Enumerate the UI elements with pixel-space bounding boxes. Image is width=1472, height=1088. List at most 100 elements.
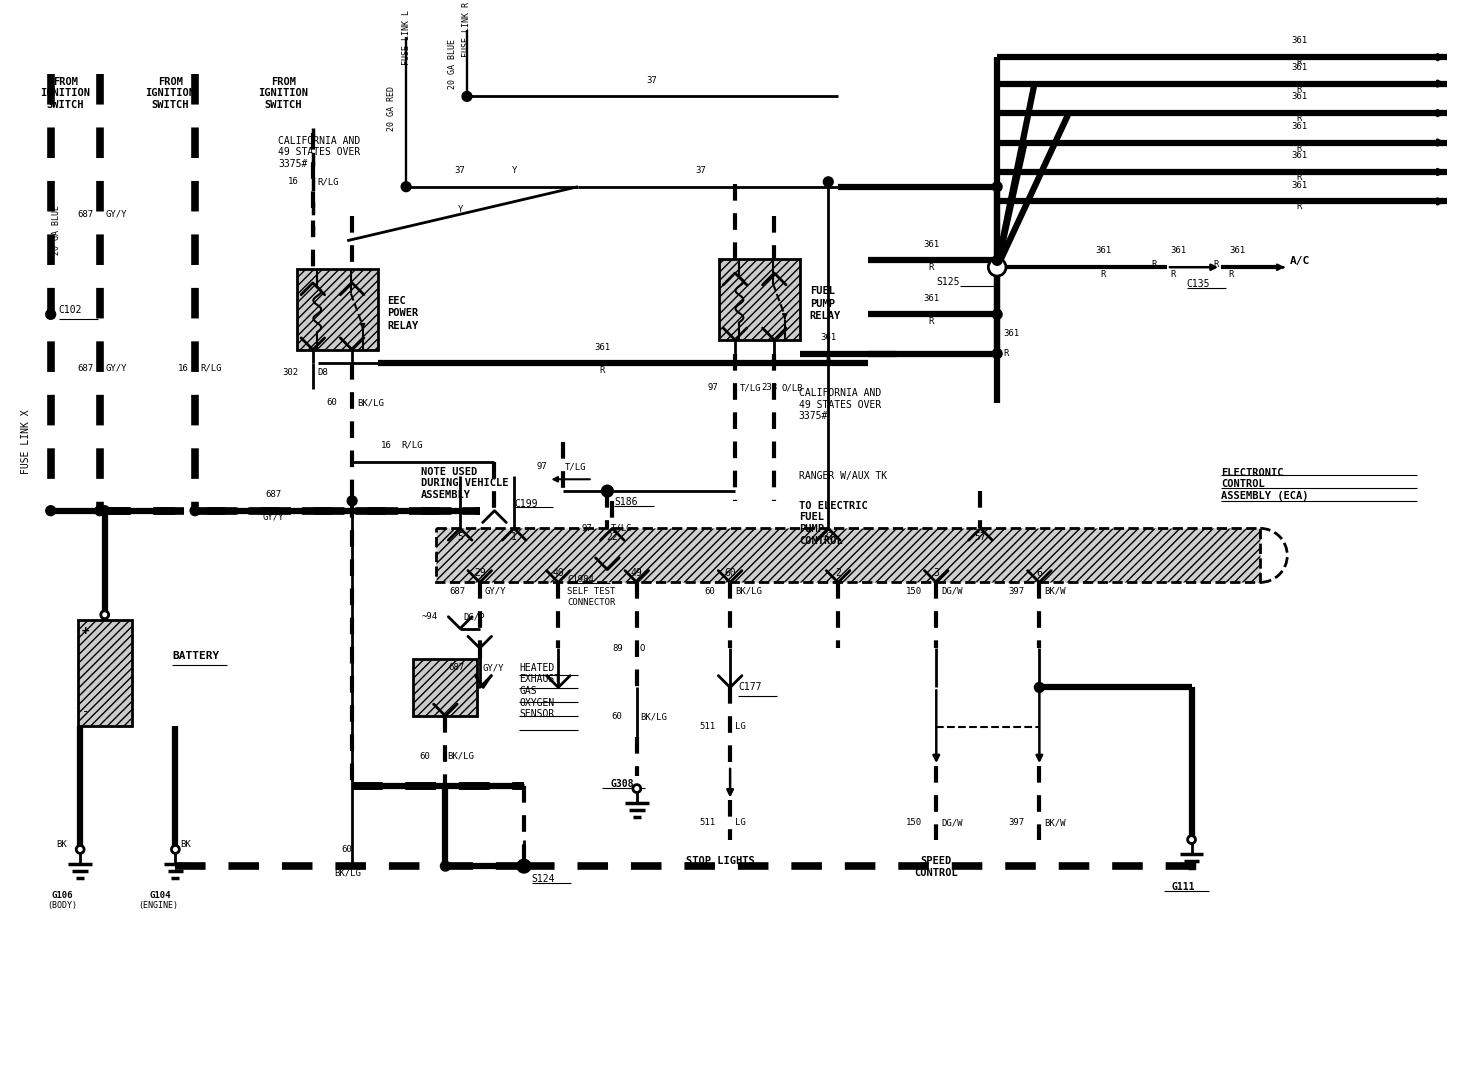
Text: 361: 361 [1291,36,1307,46]
Text: 361: 361 [1170,247,1186,256]
Circle shape [992,348,1002,359]
Text: ~94: ~94 [421,613,437,621]
Text: 361: 361 [1291,122,1307,131]
Text: G308: G308 [611,779,634,789]
Text: FUSE LINK R: FUSE LINK R [462,2,471,57]
Circle shape [602,485,614,497]
Text: 5: 5 [458,532,464,542]
Text: 60: 60 [724,568,736,579]
Text: R: R [929,318,935,326]
Text: EEC: EEC [387,296,406,306]
Text: 511: 511 [699,722,715,731]
Text: 238: 238 [761,383,777,393]
Text: 6: 6 [1036,568,1042,579]
Text: C177: C177 [737,682,761,692]
Text: R: R [929,263,935,272]
Text: GY/Y: GY/Y [483,664,505,672]
Text: 361: 361 [595,343,611,351]
Text: LG: LG [735,818,746,827]
Text: C135: C135 [1186,279,1210,289]
Text: R: R [1151,260,1157,269]
Text: NOTE USED
DURING VEHICLE
ASSEMBLY: NOTE USED DURING VEHICLE ASSEMBLY [421,467,508,499]
Text: S125: S125 [936,277,960,287]
Text: RELAY: RELAY [387,321,418,331]
Text: R: R [1297,202,1303,211]
Bar [78,620,131,726]
Bar [414,659,477,716]
Text: G111: G111 [1172,881,1195,892]
Text: LG: LG [735,722,746,731]
Text: G104: G104 [150,891,171,900]
Text: 49: 49 [631,568,643,579]
Text: 29: 29 [474,568,486,579]
Text: POWER: POWER [387,309,418,319]
Text: RELAY: RELAY [810,311,841,321]
Text: T/LG: T/LG [565,462,587,471]
Text: 687: 687 [78,210,94,219]
Text: 361: 361 [820,333,836,342]
Circle shape [602,486,612,496]
Text: -: - [81,705,90,718]
Text: PUMP: PUMP [810,298,835,309]
Circle shape [46,309,56,319]
Text: 60: 60 [327,398,337,407]
Circle shape [402,182,411,191]
Circle shape [100,506,109,516]
Text: 89: 89 [612,644,623,653]
Text: S124: S124 [531,874,555,883]
Circle shape [988,258,1005,276]
Text: FROM
IGNITION
SWITCH: FROM IGNITION SWITCH [40,77,90,110]
Text: 22: 22 [606,532,618,542]
Text: A/C: A/C [1289,257,1310,267]
Circle shape [1035,682,1044,692]
Text: 361: 361 [923,239,939,248]
Text: 16: 16 [381,441,392,449]
Text: 361: 361 [923,294,939,302]
Text: C1984: C1984 [567,574,595,583]
Text: BK/LG: BK/LG [358,398,384,407]
Text: 150: 150 [905,586,921,596]
Text: (BODY): (BODY) [47,902,78,911]
Text: R: R [1229,270,1234,280]
Text: R/LG: R/LG [318,177,339,186]
Text: GY/Y: GY/Y [106,363,127,373]
Text: C102: C102 [59,306,82,316]
Text: STOP LIGHTS: STOP LIGHTS [686,856,755,866]
Bar [720,259,799,339]
Text: R/LG: R/LG [402,441,422,449]
Circle shape [992,256,1002,265]
Text: SELF TEST
CONNECTOR: SELF TEST CONNECTOR [567,588,615,607]
Text: 150: 150 [905,818,921,827]
Circle shape [823,177,833,187]
Text: 687: 687 [78,363,94,373]
Text: 40: 40 [552,568,564,579]
Text: 397: 397 [1008,818,1025,827]
Bar [297,269,378,349]
Text: CALIFORNIA AND
49 STATES OVER
3375#: CALIFORNIA AND 49 STATES OVER 3375# [278,136,361,169]
Circle shape [171,845,180,853]
Text: R: R [826,357,832,366]
Circle shape [992,309,1002,319]
Text: FROM
IGNITION
SWITCH: FROM IGNITION SWITCH [146,77,196,110]
Text: 97: 97 [537,462,548,471]
Text: R: R [1101,270,1105,280]
Text: BATTERY: BATTERY [172,651,219,662]
Circle shape [1188,836,1195,843]
Bar [436,529,1260,582]
Text: R: R [1297,144,1303,152]
Text: D8: D8 [318,368,328,376]
Text: 361: 361 [1291,151,1307,160]
Text: 37: 37 [823,532,835,542]
Text: 20 GA RED: 20 GA RED [387,86,396,131]
Text: 302: 302 [283,368,299,376]
Circle shape [992,182,1002,191]
Text: 1: 1 [511,532,517,542]
Text: 361: 361 [1291,92,1307,101]
Circle shape [100,610,109,619]
Text: FUSE LINK X: FUSE LINK X [21,410,31,474]
Circle shape [46,506,56,516]
Text: TO ELECTRIC
FUEL
PUMP
CONTROL: TO ELECTRIC FUEL PUMP CONTROL [799,500,867,546]
Text: 361: 361 [1002,330,1019,338]
Text: T/LG: T/LG [740,383,761,393]
Text: 3: 3 [933,568,939,579]
